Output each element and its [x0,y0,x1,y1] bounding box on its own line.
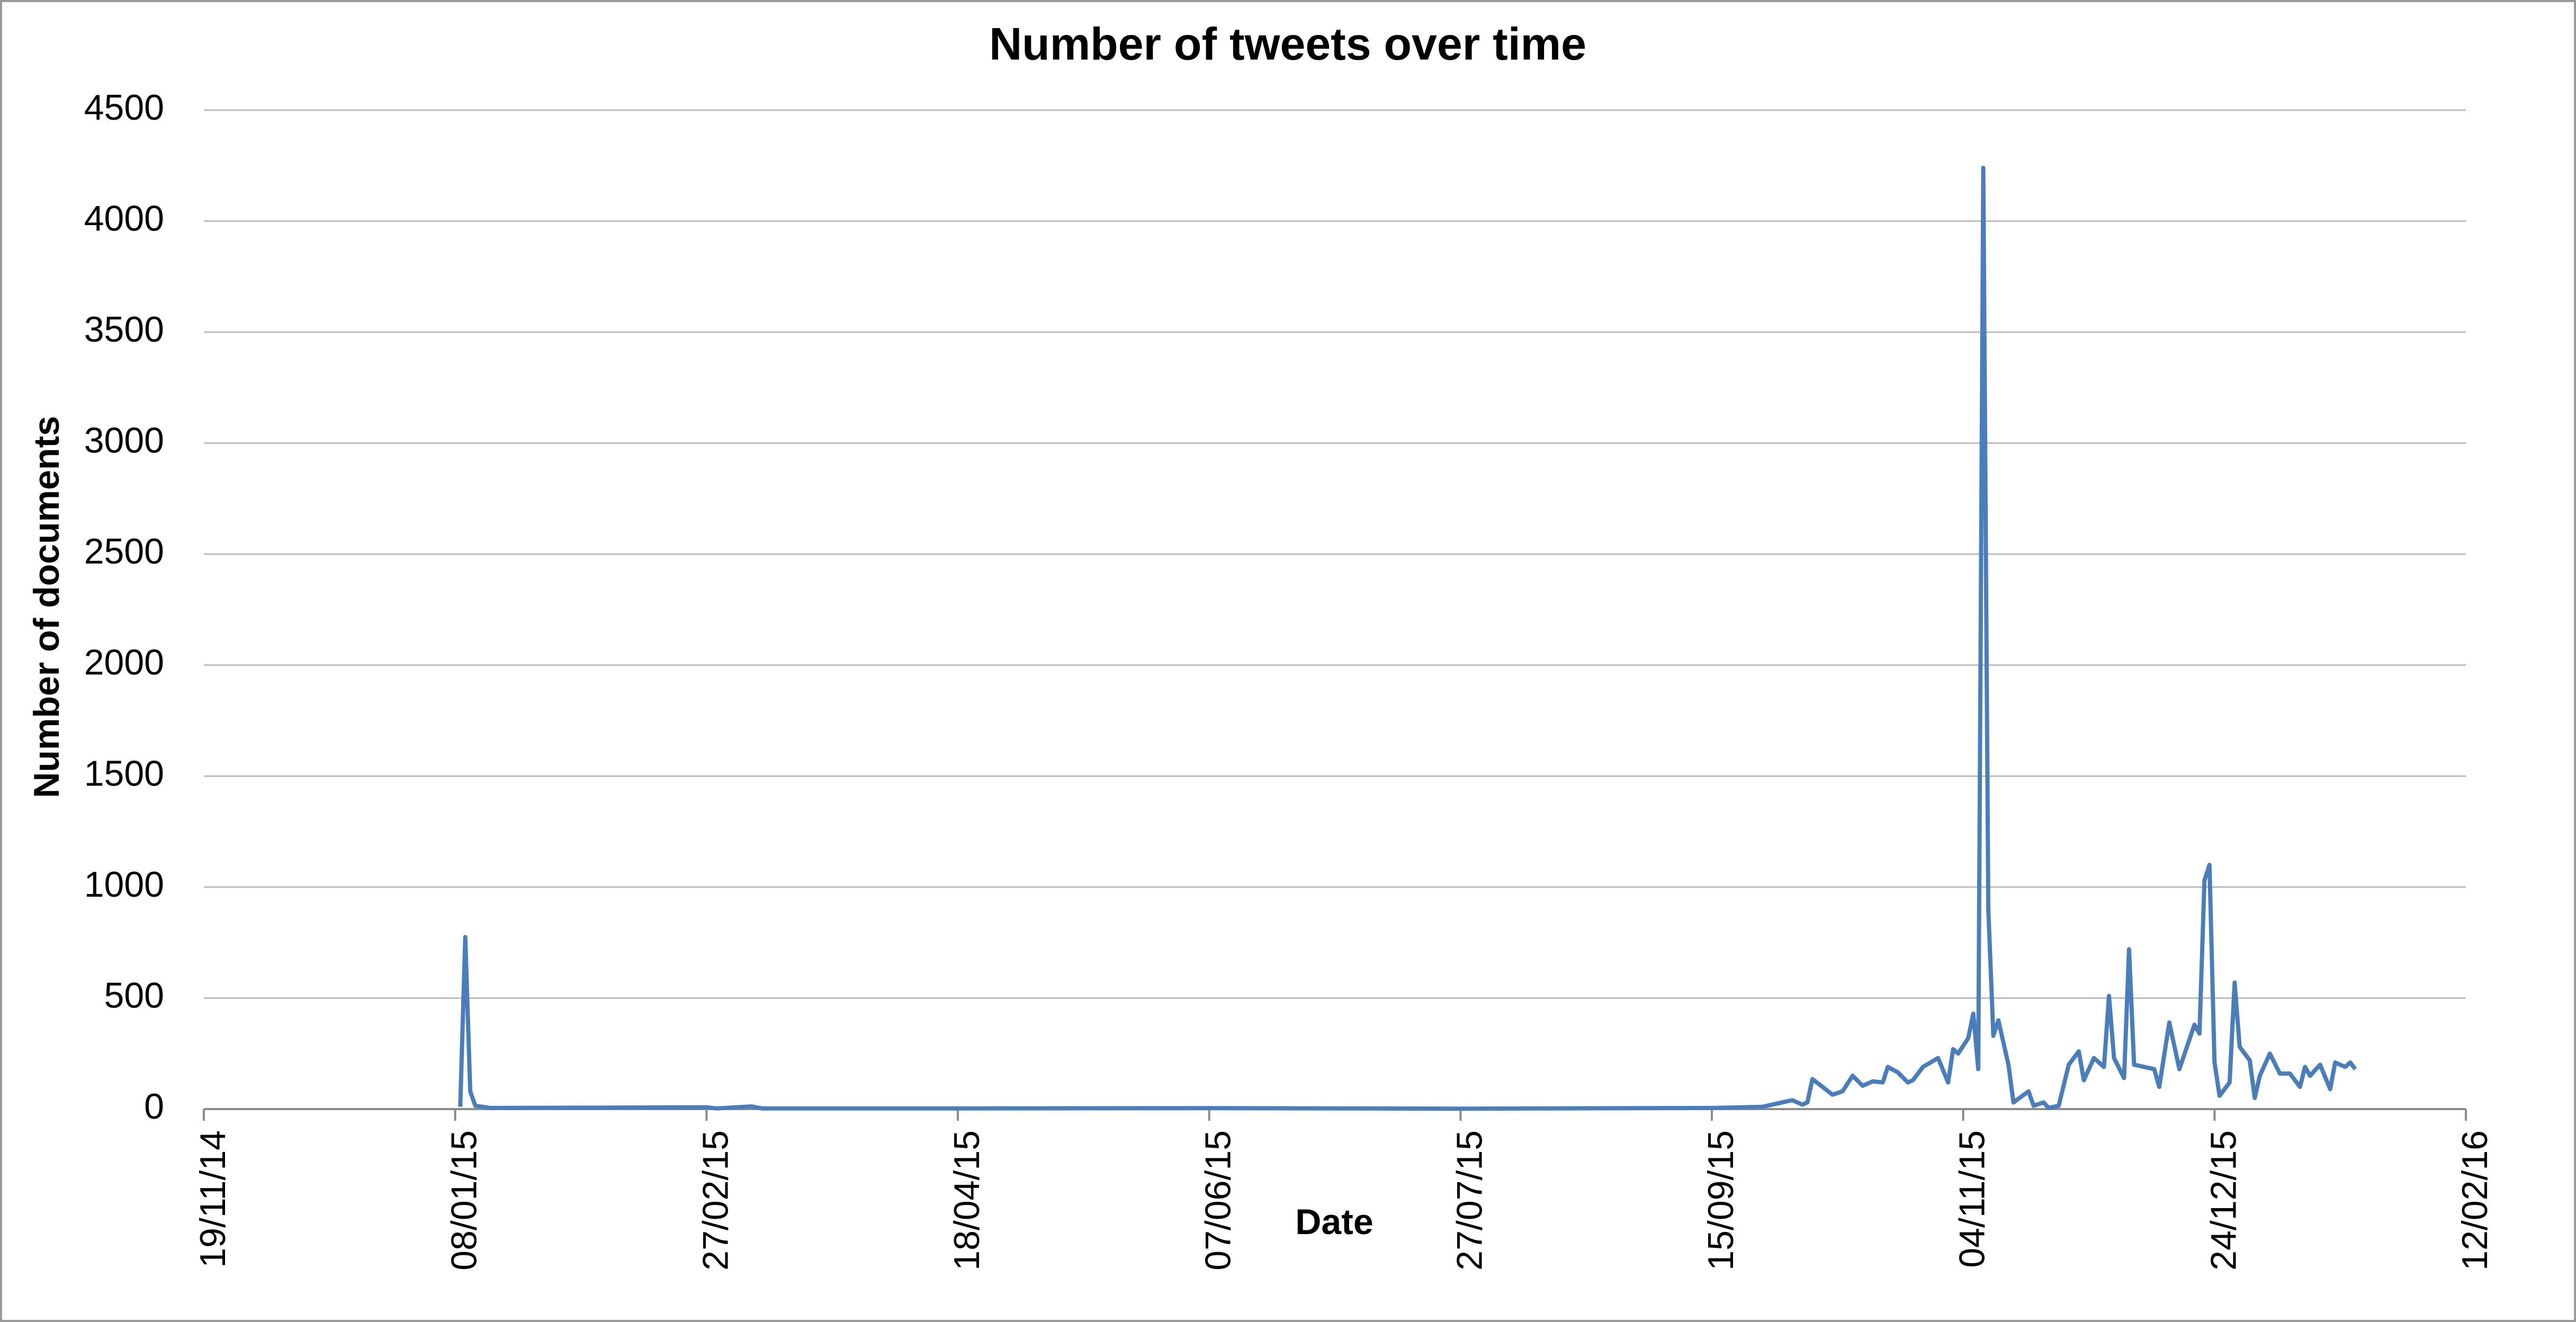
x-tick-label: 07/06/15 [1198,1130,1238,1271]
x-tick-label: 08/01/15 [444,1130,484,1271]
x-tick-label: 18/04/15 [947,1130,987,1271]
chart-title: Number of tweets over time [989,19,1586,70]
y-tick-label: 1000 [84,864,164,905]
x-tick-label: 04/11/15 [1952,1130,1992,1268]
data-line [458,166,2357,1111]
y-tick-label: 2500 [84,531,164,571]
y-axis-label: Number of documents [26,416,67,798]
y-tick-label: 4000 [84,199,164,239]
y-tick-label: 500 [104,975,164,1015]
y-tick-label: 4500 [84,87,164,128]
x-tick-label: 27/02/15 [695,1130,735,1271]
x-axis-label: Date [1295,1202,1373,1242]
y-tick-label: 3000 [84,421,164,461]
x-tick-label: 19/11/14 [193,1130,233,1268]
x-tick-label: 15/09/15 [1701,1130,1741,1271]
x-tick-label: 12/02/16 [2455,1130,2495,1271]
x-tick-label: 24/12/15 [2203,1130,2243,1271]
y-tick-label: 2000 [84,642,164,683]
y-tick-label: 0 [144,1086,164,1127]
x-tick-label: 27/07/15 [1449,1130,1489,1271]
y-tick-label: 1500 [84,753,164,793]
y-tick-label: 3500 [84,309,164,350]
